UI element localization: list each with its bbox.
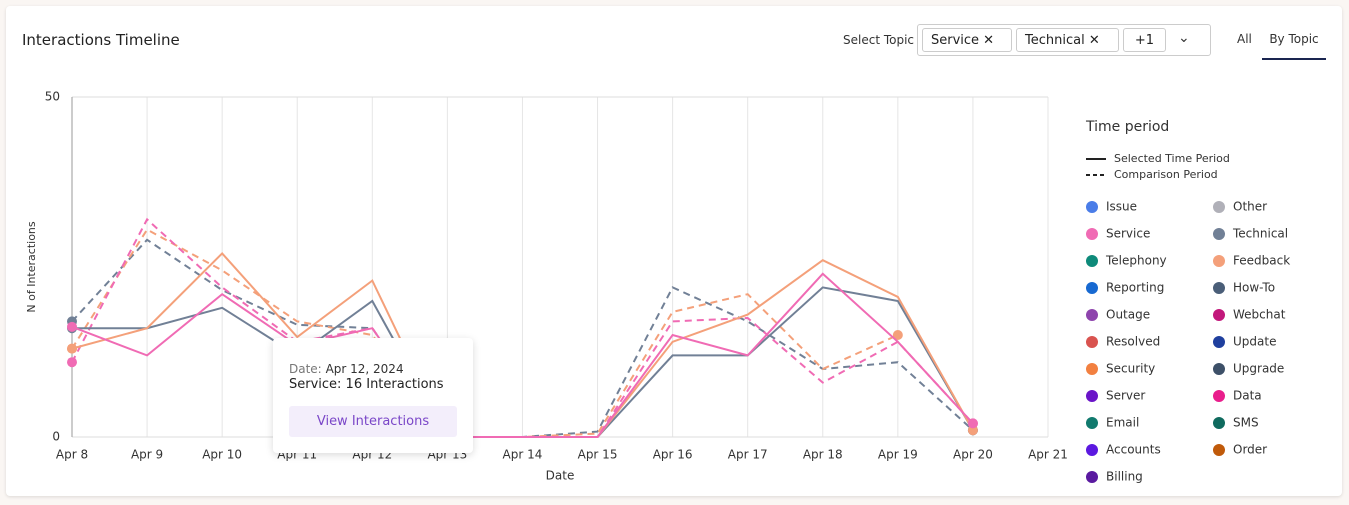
legend-label: Email bbox=[1106, 416, 1139, 430]
x-tick-label: Apr 9 bbox=[131, 448, 163, 462]
legend-swatch bbox=[1086, 336, 1098, 348]
legend-swatch bbox=[1086, 282, 1098, 294]
legend-swatch bbox=[1086, 363, 1098, 375]
legend-label: Webchat bbox=[1233, 308, 1286, 322]
card bbox=[6, 6, 1342, 496]
legend-swatch bbox=[1086, 444, 1098, 456]
x-tick-label: Apr 10 bbox=[202, 448, 242, 462]
legend-label: Issue bbox=[1106, 200, 1137, 214]
legend-swatch bbox=[1213, 228, 1225, 240]
legend-label: Security bbox=[1106, 362, 1155, 376]
chip-text: Service bbox=[931, 33, 980, 48]
legend-swatch bbox=[1086, 228, 1098, 240]
view-button[interactable]: View Interactions bbox=[289, 406, 457, 437]
legend-label: Telephony bbox=[1105, 254, 1167, 268]
date-label: Date: bbox=[289, 362, 322, 376]
tooltip-text: Service: 16 Interactions bbox=[289, 377, 444, 392]
legend-label: Billing bbox=[1106, 470, 1143, 484]
title: Interactions Timeline bbox=[22, 31, 180, 49]
chip-text: Technical bbox=[1025, 33, 1085, 48]
legend-swatch bbox=[1213, 363, 1225, 375]
legend-swatch bbox=[1086, 390, 1098, 402]
legend-title: Time period bbox=[1085, 119, 1169, 135]
legend-swatch bbox=[1213, 390, 1225, 402]
x-axis-label: Date bbox=[546, 469, 575, 483]
legend-swatch bbox=[1213, 444, 1225, 456]
legend-label: Resolved bbox=[1106, 335, 1160, 349]
legend-swatch bbox=[1086, 255, 1098, 267]
x-tick-label: Apr 14 bbox=[503, 448, 543, 462]
x-tick-label: Apr 21 bbox=[1028, 448, 1068, 462]
point bbox=[892, 330, 903, 340]
legend-label: How-To bbox=[1233, 281, 1275, 295]
tab-active[interactable]: By Topic bbox=[1262, 32, 1326, 60]
point bbox=[967, 418, 978, 429]
date: Apr 12, 2024 bbox=[325, 362, 404, 376]
legend-label: Update bbox=[1233, 335, 1276, 349]
y-axis-label: N of Interactions bbox=[25, 221, 38, 313]
legend-label: Server bbox=[1106, 389, 1145, 403]
legend-label: Other bbox=[1233, 200, 1267, 214]
legend-style-label: Selected Time Period bbox=[1114, 152, 1230, 165]
legend-label: Feedback bbox=[1233, 254, 1290, 268]
x-tick-label: Apr 17 bbox=[728, 448, 768, 462]
legend-swatch bbox=[1086, 309, 1098, 321]
dropdown-arrow[interactable]: ⌄ bbox=[1178, 30, 1190, 46]
legend-label: Upgrade bbox=[1233, 362, 1284, 376]
x-tick-label: Apr 19 bbox=[878, 448, 918, 462]
chip[interactable]: Service ✕ bbox=[922, 28, 1012, 52]
legend-label: Accounts bbox=[1106, 443, 1161, 457]
chip-text: +1 bbox=[1134, 33, 1155, 48]
legend-swatch bbox=[1086, 417, 1098, 429]
legend-label: Outage bbox=[1106, 308, 1150, 322]
point bbox=[67, 357, 77, 368]
legend-swatch bbox=[1086, 471, 1098, 483]
legend-swatch bbox=[1213, 201, 1225, 213]
legend-swatch bbox=[1213, 336, 1225, 348]
legend-label: Reporting bbox=[1106, 281, 1164, 295]
legend-swatch bbox=[1213, 282, 1225, 294]
x-tick-label: Apr 8 bbox=[56, 448, 88, 462]
legend-label: Data bbox=[1233, 389, 1262, 403]
chip[interactable]: +1 bbox=[1123, 28, 1166, 52]
x-tick-label: Apr 15 bbox=[578, 448, 618, 462]
legend-swatch bbox=[1213, 417, 1225, 429]
point bbox=[67, 343, 77, 354]
x-tick-label: Apr 20 bbox=[953, 448, 993, 462]
legend-swatch bbox=[1213, 255, 1225, 267]
legend-style-label: Comparison Period bbox=[1114, 168, 1218, 181]
series-line bbox=[71, 228, 899, 438]
y-tick-label: 0 bbox=[52, 430, 60, 444]
legend-swatch bbox=[1086, 201, 1098, 213]
legend-label: Order bbox=[1233, 443, 1267, 457]
legend-swatch bbox=[1213, 309, 1225, 321]
tooltip: Date: Apr 12, 2024 Service: 16 Interacti… bbox=[273, 338, 473, 453]
select-label: Select Topic bbox=[843, 33, 915, 47]
topic-select[interactable] bbox=[917, 24, 1211, 56]
legend-label: SMS bbox=[1233, 416, 1259, 430]
chip[interactable]: Technical ✕ bbox=[1016, 28, 1119, 52]
tab[interactable]: All bbox=[1237, 32, 1252, 46]
legend-label: Service bbox=[1106, 227, 1150, 241]
series-line bbox=[71, 272, 974, 438]
legend-label: Technical bbox=[1232, 227, 1288, 241]
x-tick-label: Apr 16 bbox=[653, 448, 693, 462]
tooltip-date: Date: Apr 12, 2024 bbox=[289, 362, 404, 376]
point bbox=[67, 321, 77, 332]
y-tick-label: 50 bbox=[45, 90, 60, 104]
x-tick-label: Apr 18 bbox=[803, 448, 843, 462]
